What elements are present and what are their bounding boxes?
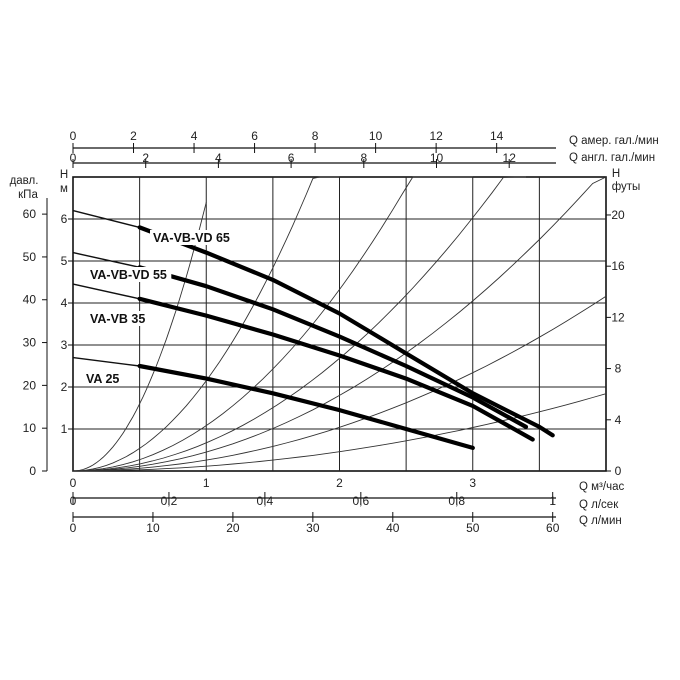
series-line <box>137 225 555 438</box>
tick-label: 12 <box>429 129 443 143</box>
axis-title-kpa: давл. <box>10 175 39 187</box>
axis-title-feet: H <box>612 168 620 180</box>
tick-label: 8 <box>312 129 319 143</box>
axis-title-impgpm: Q англ. гал./мин <box>569 152 655 164</box>
tick-label: 4 <box>215 151 222 165</box>
tick-label: 40 <box>386 521 400 535</box>
tick-label: 1 <box>61 422 68 436</box>
axis-title-kpa-unit: кПа <box>18 189 38 201</box>
tick-label: 30 <box>306 521 320 535</box>
series-label-bg <box>83 371 124 386</box>
axis-title-H: H <box>60 169 68 181</box>
series-line <box>137 363 475 450</box>
tick-label: 40 <box>23 293 37 307</box>
series-label: VA-VB 35 <box>90 312 145 326</box>
tick-label: 0 <box>29 464 36 478</box>
tick-label: 60 <box>546 521 560 535</box>
axis-title-usgpm: Q амер. гал./мин <box>569 135 659 147</box>
tick-label: 60 <box>23 207 37 221</box>
tick-label: 8 <box>360 151 367 165</box>
tick-label: 4 <box>615 413 622 427</box>
system-curve <box>72 202 207 472</box>
pump-curves <box>72 209 555 450</box>
tick-label: 8 <box>615 362 622 376</box>
tick-label: 14 <box>490 129 504 143</box>
tick-label: 2 <box>130 129 137 143</box>
tick-label: 0 <box>615 464 622 478</box>
tick-label: 0 <box>70 494 77 508</box>
tick-label: 1 <box>203 476 210 490</box>
tick-label: 5 <box>61 254 68 268</box>
tick-label: 10 <box>369 129 383 143</box>
series-label-bg <box>87 267 172 282</box>
chart-grid <box>72 176 607 472</box>
tick-label: 4 <box>61 296 68 310</box>
tick-label: 2 <box>61 380 68 394</box>
system-curve <box>72 176 526 472</box>
series-label: VA 25 <box>86 372 119 386</box>
series-label: VA-VB-VD 55 <box>90 268 167 282</box>
tick-label: 6 <box>61 212 68 226</box>
tick-label: 20 <box>611 208 625 222</box>
tick-label: 50 <box>23 250 37 264</box>
tick-label: 6 <box>251 129 258 143</box>
tick-label: 0 <box>70 151 77 165</box>
tick-label: 2 <box>336 476 343 490</box>
system-curve <box>72 176 607 472</box>
tick-label: 2 <box>142 151 149 165</box>
tick-label: 0 <box>70 476 77 490</box>
tick-label: 20 <box>226 521 240 535</box>
tick-label: 20 <box>23 378 37 392</box>
series-line-lead <box>72 251 140 268</box>
tick-label: 50 <box>466 521 480 535</box>
chart-axes: 123456Hм0102030405060давл.кПа048121620Hф… <box>10 129 659 535</box>
tick-label: 10 <box>430 151 444 165</box>
series-label-bg <box>87 311 150 326</box>
tick-label: 3 <box>61 338 68 352</box>
tick-label: 6 <box>288 151 295 165</box>
tick-label: 0,4 <box>257 494 274 508</box>
tick-label: 10 <box>23 421 37 435</box>
axis-title-feet-unit: футы <box>612 181 641 193</box>
series-label-bg <box>150 230 235 245</box>
axis-title-lmin: Q л/мин <box>579 515 622 527</box>
series-line <box>137 296 535 442</box>
series-line-lead <box>72 209 140 229</box>
series-label: VA-VB-VD 65 <box>153 231 230 245</box>
tick-label: 16 <box>611 259 625 273</box>
tick-label: 0,6 <box>352 494 369 508</box>
series-line-lead <box>72 283 140 300</box>
tick-label: 30 <box>23 336 37 350</box>
tick-label: 12 <box>611 310 625 324</box>
axis-title-m3h: Q м³/час <box>579 481 624 493</box>
tick-label: 12 <box>503 151 517 165</box>
system-curve <box>72 295 607 472</box>
tick-label: 0,8 <box>448 494 465 508</box>
tick-label: 3 <box>469 476 476 490</box>
tick-label: 0 <box>70 129 77 143</box>
tick-label: 4 <box>191 129 198 143</box>
chart-labels: VA-VB-VD 65 VA-VB-VD 55 VA-VB 35 VA 25 <box>83 230 235 386</box>
tick-label: 1 <box>549 494 556 508</box>
axis-title-ls: Q л/сек <box>579 499 619 511</box>
system-curve <box>72 176 473 472</box>
tick-label: 0 <box>70 521 77 535</box>
series-line-lead <box>72 356 140 367</box>
axis-title-H-unit: м <box>60 183 68 195</box>
tick-label: 10 <box>146 521 160 535</box>
tick-label: 0,2 <box>161 494 178 508</box>
